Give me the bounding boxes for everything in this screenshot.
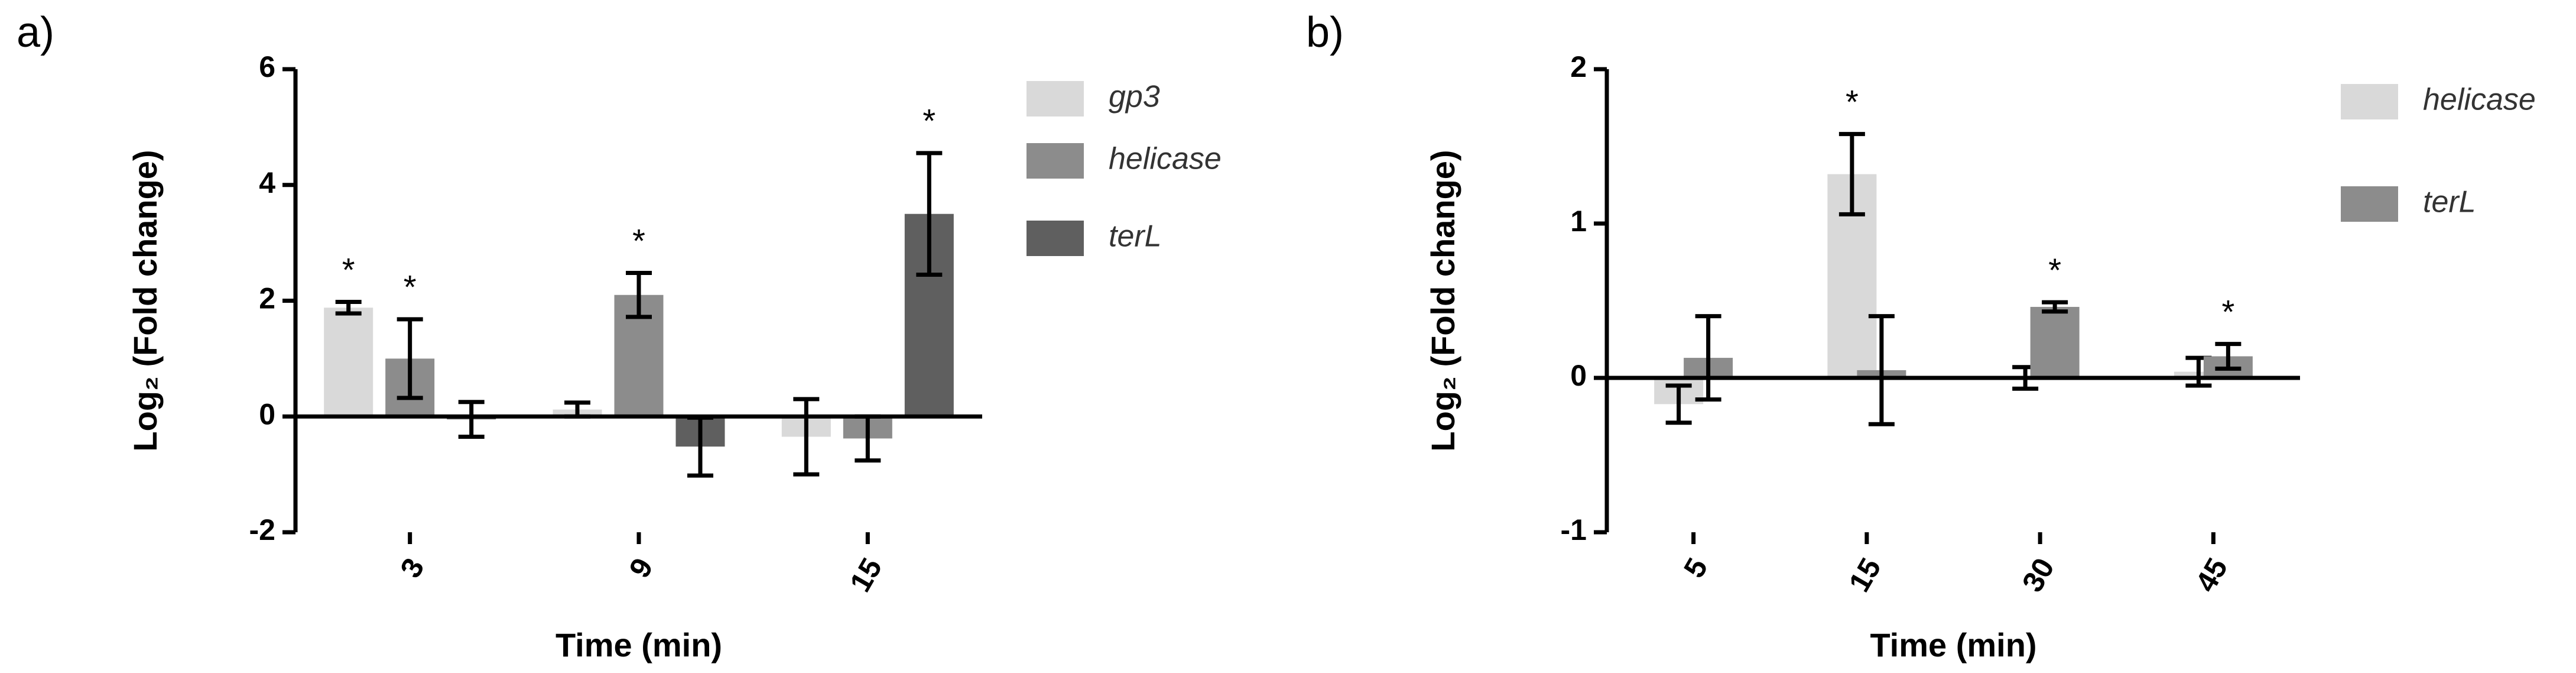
bar xyxy=(2030,306,2080,378)
x-tick-label: 45 xyxy=(2189,552,2234,597)
legend-label: helicase xyxy=(1109,142,1222,176)
x-tick-label: 5 xyxy=(1677,552,1714,583)
legend-label: terL xyxy=(1109,219,1162,254)
panel-label: b) xyxy=(1306,9,1344,56)
y-axis-label: Log₂ (Fold change) xyxy=(1424,150,1461,451)
legend-swatch xyxy=(2341,186,2398,222)
y-tick-label: 4 xyxy=(259,166,275,199)
x-axis-label: Time (min) xyxy=(1870,626,2036,664)
panel-label: a) xyxy=(17,9,54,56)
y-axis-label: Log₂ (Fold change) xyxy=(126,150,164,451)
x-tick-label: 15 xyxy=(1843,552,1888,597)
legend-swatch xyxy=(2341,84,2398,119)
y-tick-label: 0 xyxy=(259,397,275,431)
significance-label: * xyxy=(1846,83,1859,120)
significance-label: * xyxy=(404,268,417,306)
legend-swatch xyxy=(1026,81,1084,117)
x-tick-label: 30 xyxy=(2016,552,2061,597)
legend-label: helicase xyxy=(2423,83,2536,117)
x-tick-label: 3 xyxy=(394,552,430,583)
legend-label: terL xyxy=(2423,185,2476,219)
significance-label: * xyxy=(342,251,355,288)
y-tick-label: 2 xyxy=(259,282,275,315)
y-tick-label: 2 xyxy=(1570,50,1587,83)
y-tick-label: 0 xyxy=(1570,359,1587,392)
y-tick-label: 6 xyxy=(259,50,275,83)
significance-label: * xyxy=(2221,293,2234,330)
y-tick-label: -1 xyxy=(1561,513,1587,546)
legend-label: gp3 xyxy=(1109,80,1160,114)
y-tick-label: 1 xyxy=(1570,205,1587,238)
significance-label: * xyxy=(922,102,935,140)
significance-label: * xyxy=(632,222,645,259)
y-tick-label: -2 xyxy=(249,513,275,546)
significance-label: * xyxy=(2048,251,2061,289)
bar xyxy=(324,308,373,417)
legend-swatch xyxy=(1026,221,1084,256)
x-tick-label: 9 xyxy=(623,552,660,583)
x-axis-label: Time (min) xyxy=(556,626,722,664)
legend-swatch xyxy=(1026,143,1084,179)
x-tick-label: 15 xyxy=(843,552,888,597)
